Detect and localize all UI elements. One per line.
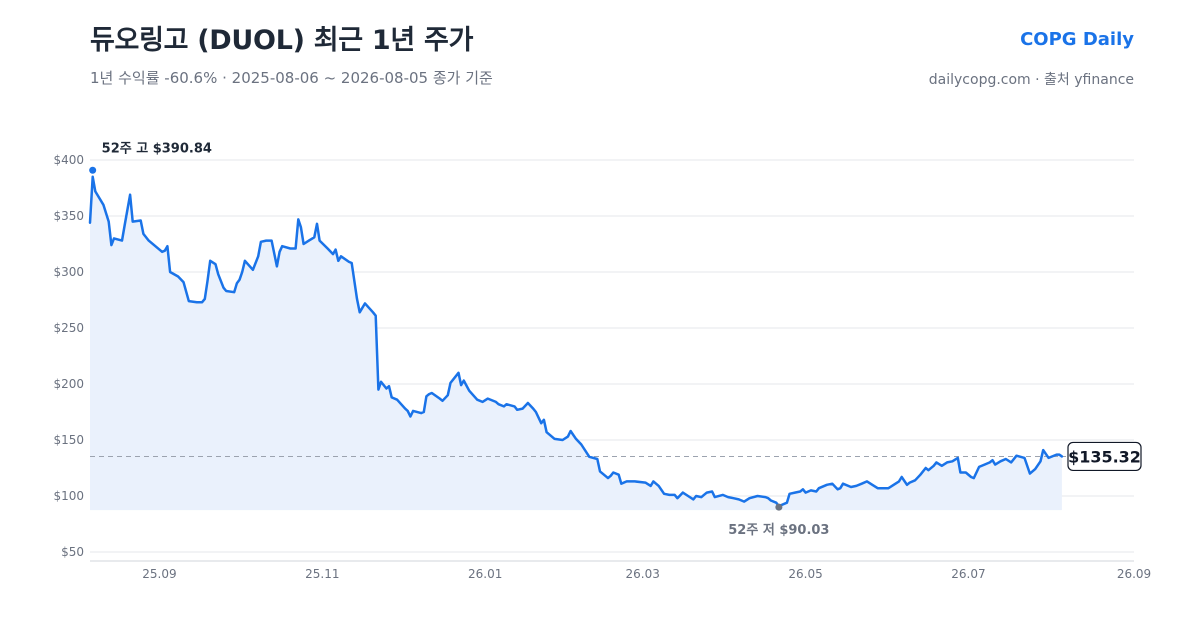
y-tick-label: $300 (53, 265, 84, 279)
y-tick-label: $150 (53, 433, 84, 447)
page-subtitle: 1년 수익률 -60.6% · 2025-08-06 ~ 2026-08-05 … (90, 69, 493, 87)
price-line (88, 175, 1064, 508)
x-tick-label: 26.03 (626, 567, 660, 581)
source-label: dailycopg.com · 출처 yfinance (928, 72, 1134, 88)
y-tick-label: $100 (53, 489, 84, 503)
y-tick-label: $250 (53, 321, 84, 335)
y-tick-label: $400 (53, 153, 84, 167)
x-tick-label: 26.07 (951, 567, 985, 581)
page-title: 듀오링고 (DUOL) 최근 1년 주가 (90, 25, 474, 56)
high-marker (89, 166, 97, 174)
low-label: 52주 저 $90.03 (728, 523, 829, 538)
y-tick-label: $200 (53, 377, 84, 391)
x-tick-label: 25.11 (305, 567, 339, 581)
x-tick-label: 26.01 (468, 567, 502, 581)
last-price-box (1067, 441, 1142, 472)
low-marker (775, 503, 783, 511)
last-price-label: $135.32 (1068, 447, 1141, 466)
y-tick-label: $350 (53, 209, 84, 223)
x-tick-label: 25.09 (142, 567, 176, 581)
y-tick-label: $50 (61, 545, 84, 559)
price-area (90, 176, 1062, 511)
x-tick-label: 26.05 (788, 567, 822, 581)
high-label: 52주 고 $390.84 (102, 141, 212, 156)
brand-label: COPG Daily (1020, 29, 1134, 50)
x-tick-label: 26.09 (1117, 567, 1151, 581)
